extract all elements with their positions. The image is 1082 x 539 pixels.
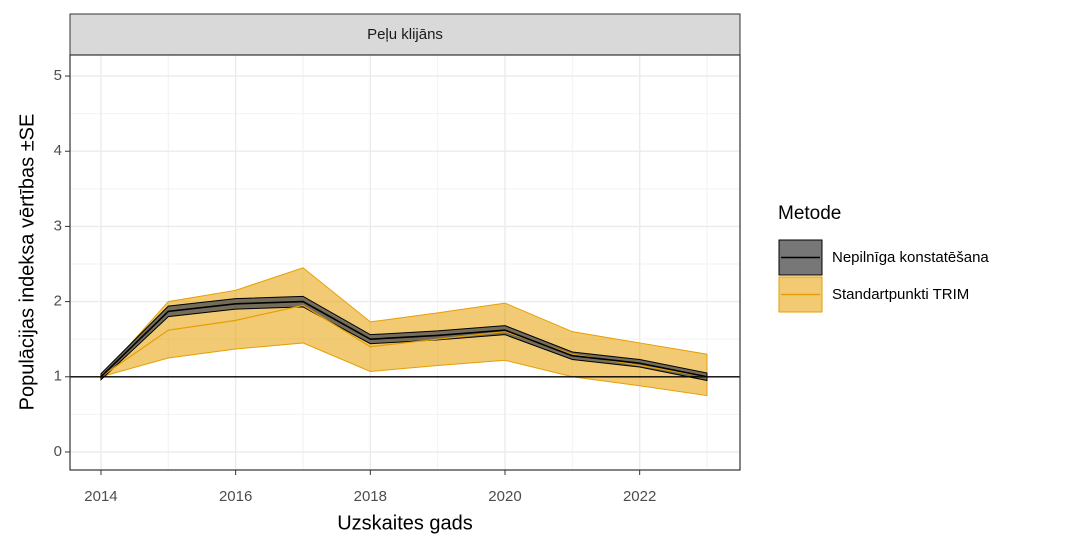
legend-label: Standartpunkti TRIM xyxy=(832,286,969,303)
y-tick-label: 1 xyxy=(54,368,62,385)
y-tick-label: 3 xyxy=(54,217,62,234)
y-tick-label: 0 xyxy=(54,443,62,460)
x-tick-label: 2020 xyxy=(488,488,521,505)
ribbon xyxy=(100,295,708,382)
strip xyxy=(69,13,741,56)
legend-label: Nepilnīga konstatēšana xyxy=(832,249,989,266)
x-tick-label: 2016 xyxy=(219,488,252,505)
panel-border xyxy=(69,54,741,471)
legend-item: Standartpunkti TRIM xyxy=(778,276,969,313)
y-tick-label: 2 xyxy=(54,293,62,310)
legend-title: Metode xyxy=(778,203,841,224)
legend-item: Nepilnīga konstatēšana xyxy=(778,239,989,276)
y-tick-label: 5 xyxy=(54,67,62,84)
panel-background xyxy=(70,55,740,470)
x-axis-label: Uzskaites gads xyxy=(337,512,473,534)
strip-title: Peļu klijāns xyxy=(367,26,443,43)
y-tick-label: 4 xyxy=(54,142,62,159)
x-tick-label: 2014 xyxy=(84,488,117,505)
line xyxy=(100,300,708,378)
x-tick-label: 2022 xyxy=(623,488,656,505)
x-tick-label: 2018 xyxy=(354,488,387,505)
y-axis-label: Populācijas indeksa vērtības ±SE xyxy=(16,114,38,411)
